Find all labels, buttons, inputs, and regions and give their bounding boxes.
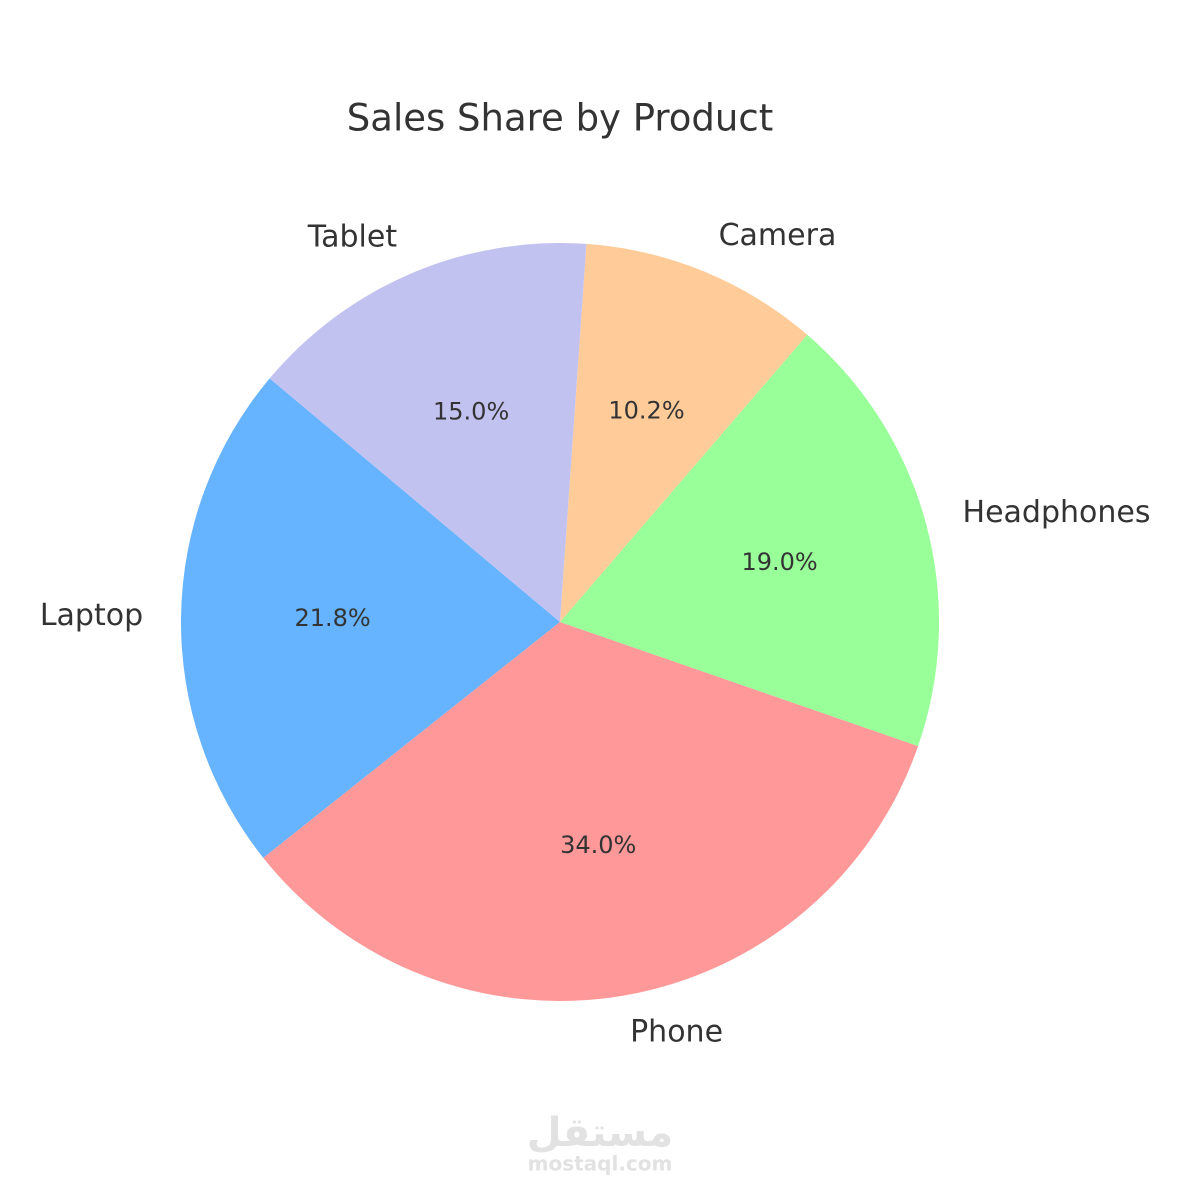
slice-label: Camera <box>719 218 837 253</box>
value-label: 10.2% <box>608 397 684 425</box>
value-label: 15.0% <box>433 398 509 426</box>
slice-label: Tablet <box>307 220 398 255</box>
slice-label: Headphones <box>963 495 1151 530</box>
watermark-text: mostaql.com <box>528 1152 673 1176</box>
value-label: 34.0% <box>560 831 636 859</box>
slice-label: Laptop <box>40 598 143 633</box>
pie-slice <box>263 622 919 1001</box>
value-label: 19.0% <box>741 548 817 576</box>
value-label: 21.8% <box>294 604 370 632</box>
pie-slice <box>180 378 560 858</box>
pie-slice <box>560 334 939 747</box>
slice-label: Phone <box>630 1014 723 1049</box>
watermark-logo: مستقل <box>527 1110 673 1156</box>
pie-slice <box>269 242 587 622</box>
chart-title: Sales Share by Product <box>347 97 773 140</box>
pie-slice <box>560 243 808 622</box>
